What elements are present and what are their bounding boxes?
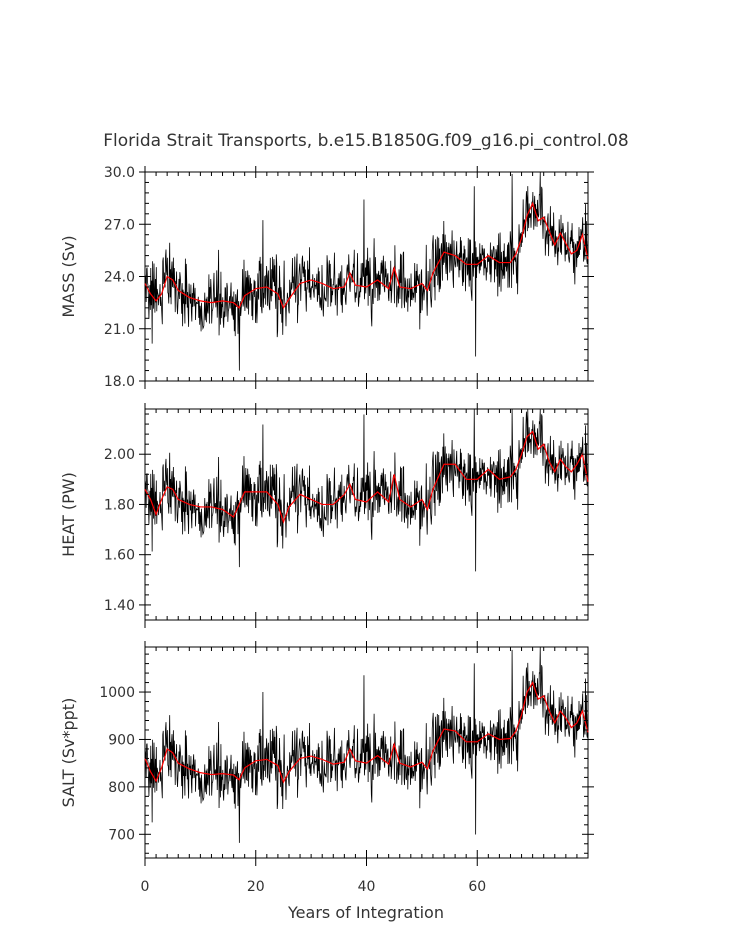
mass-y-axis-label: MASS (Sv) <box>59 235 78 317</box>
heat-y-tick-label: 2.00 <box>104 447 135 463</box>
x-tick-labels: 0 20 40 60 <box>141 879 487 895</box>
salt-y-tick-label: 1000 <box>99 685 135 701</box>
chart-title: Florida Strait Transports, b.e15.B1850G.… <box>103 131 628 151</box>
salt-plot-frame <box>144 646 589 859</box>
x-tick-label: 0 <box>141 879 150 895</box>
heat-y-tick-labels: 1.40 1.60 1.80 2.00 <box>104 447 135 614</box>
panel-salt: 700 800 900 1000 SALT (Sv*ppt) <box>59 641 594 866</box>
heat-y-tick-label: 1.80 <box>104 497 135 513</box>
heat-y-axis-label: HEAT (PW) <box>59 472 78 557</box>
mass-y-tick-label: 30.0 <box>104 165 135 181</box>
mass-smoothed-series <box>144 201 589 310</box>
x-axis-label: Years of Integration <box>287 903 444 922</box>
salt-raw-series <box>144 646 589 843</box>
salt-y-tick-labels: 700 800 900 1000 <box>99 685 135 843</box>
x-tick-label: 60 <box>468 879 486 895</box>
panel-heat: 1.40 1.60 1.80 2.00 HEAT (PW) <box>59 403 594 628</box>
mass-raw-series <box>144 171 589 371</box>
mass-y-tick-label: 27.0 <box>104 217 135 233</box>
mass-y-tick-label: 24.0 <box>104 270 135 286</box>
panels: 18.0 21.0 24.0 27.0 30.0 MASS (Sv) 1.40 1.60 1.8… <box>59 165 594 866</box>
heat-y-tick-label: 1.60 <box>104 548 135 564</box>
panel-mass: 18.0 21.0 24.0 27.0 30.0 MASS (Sv) <box>59 165 594 390</box>
heat-y-tick-label: 1.40 <box>104 598 135 614</box>
salt-smoothed-series <box>144 681 589 784</box>
mass-y-tick-label: 18.0 <box>104 374 135 390</box>
salt-y-tick-label: 800 <box>108 780 135 796</box>
salt-y-tick-label: 900 <box>108 732 135 748</box>
heat-smoothed-series <box>144 430 589 524</box>
x-tick-label: 20 <box>247 879 265 895</box>
mass-y-tick-labels: 18.0 21.0 24.0 27.0 30.0 <box>104 165 135 390</box>
mass-plot-frame <box>144 171 589 382</box>
x-tick-label: 40 <box>358 879 376 895</box>
salt-y-axis-label: SALT (Sv*ppt) <box>59 698 78 808</box>
heat-raw-series <box>144 408 589 572</box>
mass-y-tick-label: 21.0 <box>104 322 135 338</box>
salt-y-tick-label: 700 <box>108 827 135 843</box>
